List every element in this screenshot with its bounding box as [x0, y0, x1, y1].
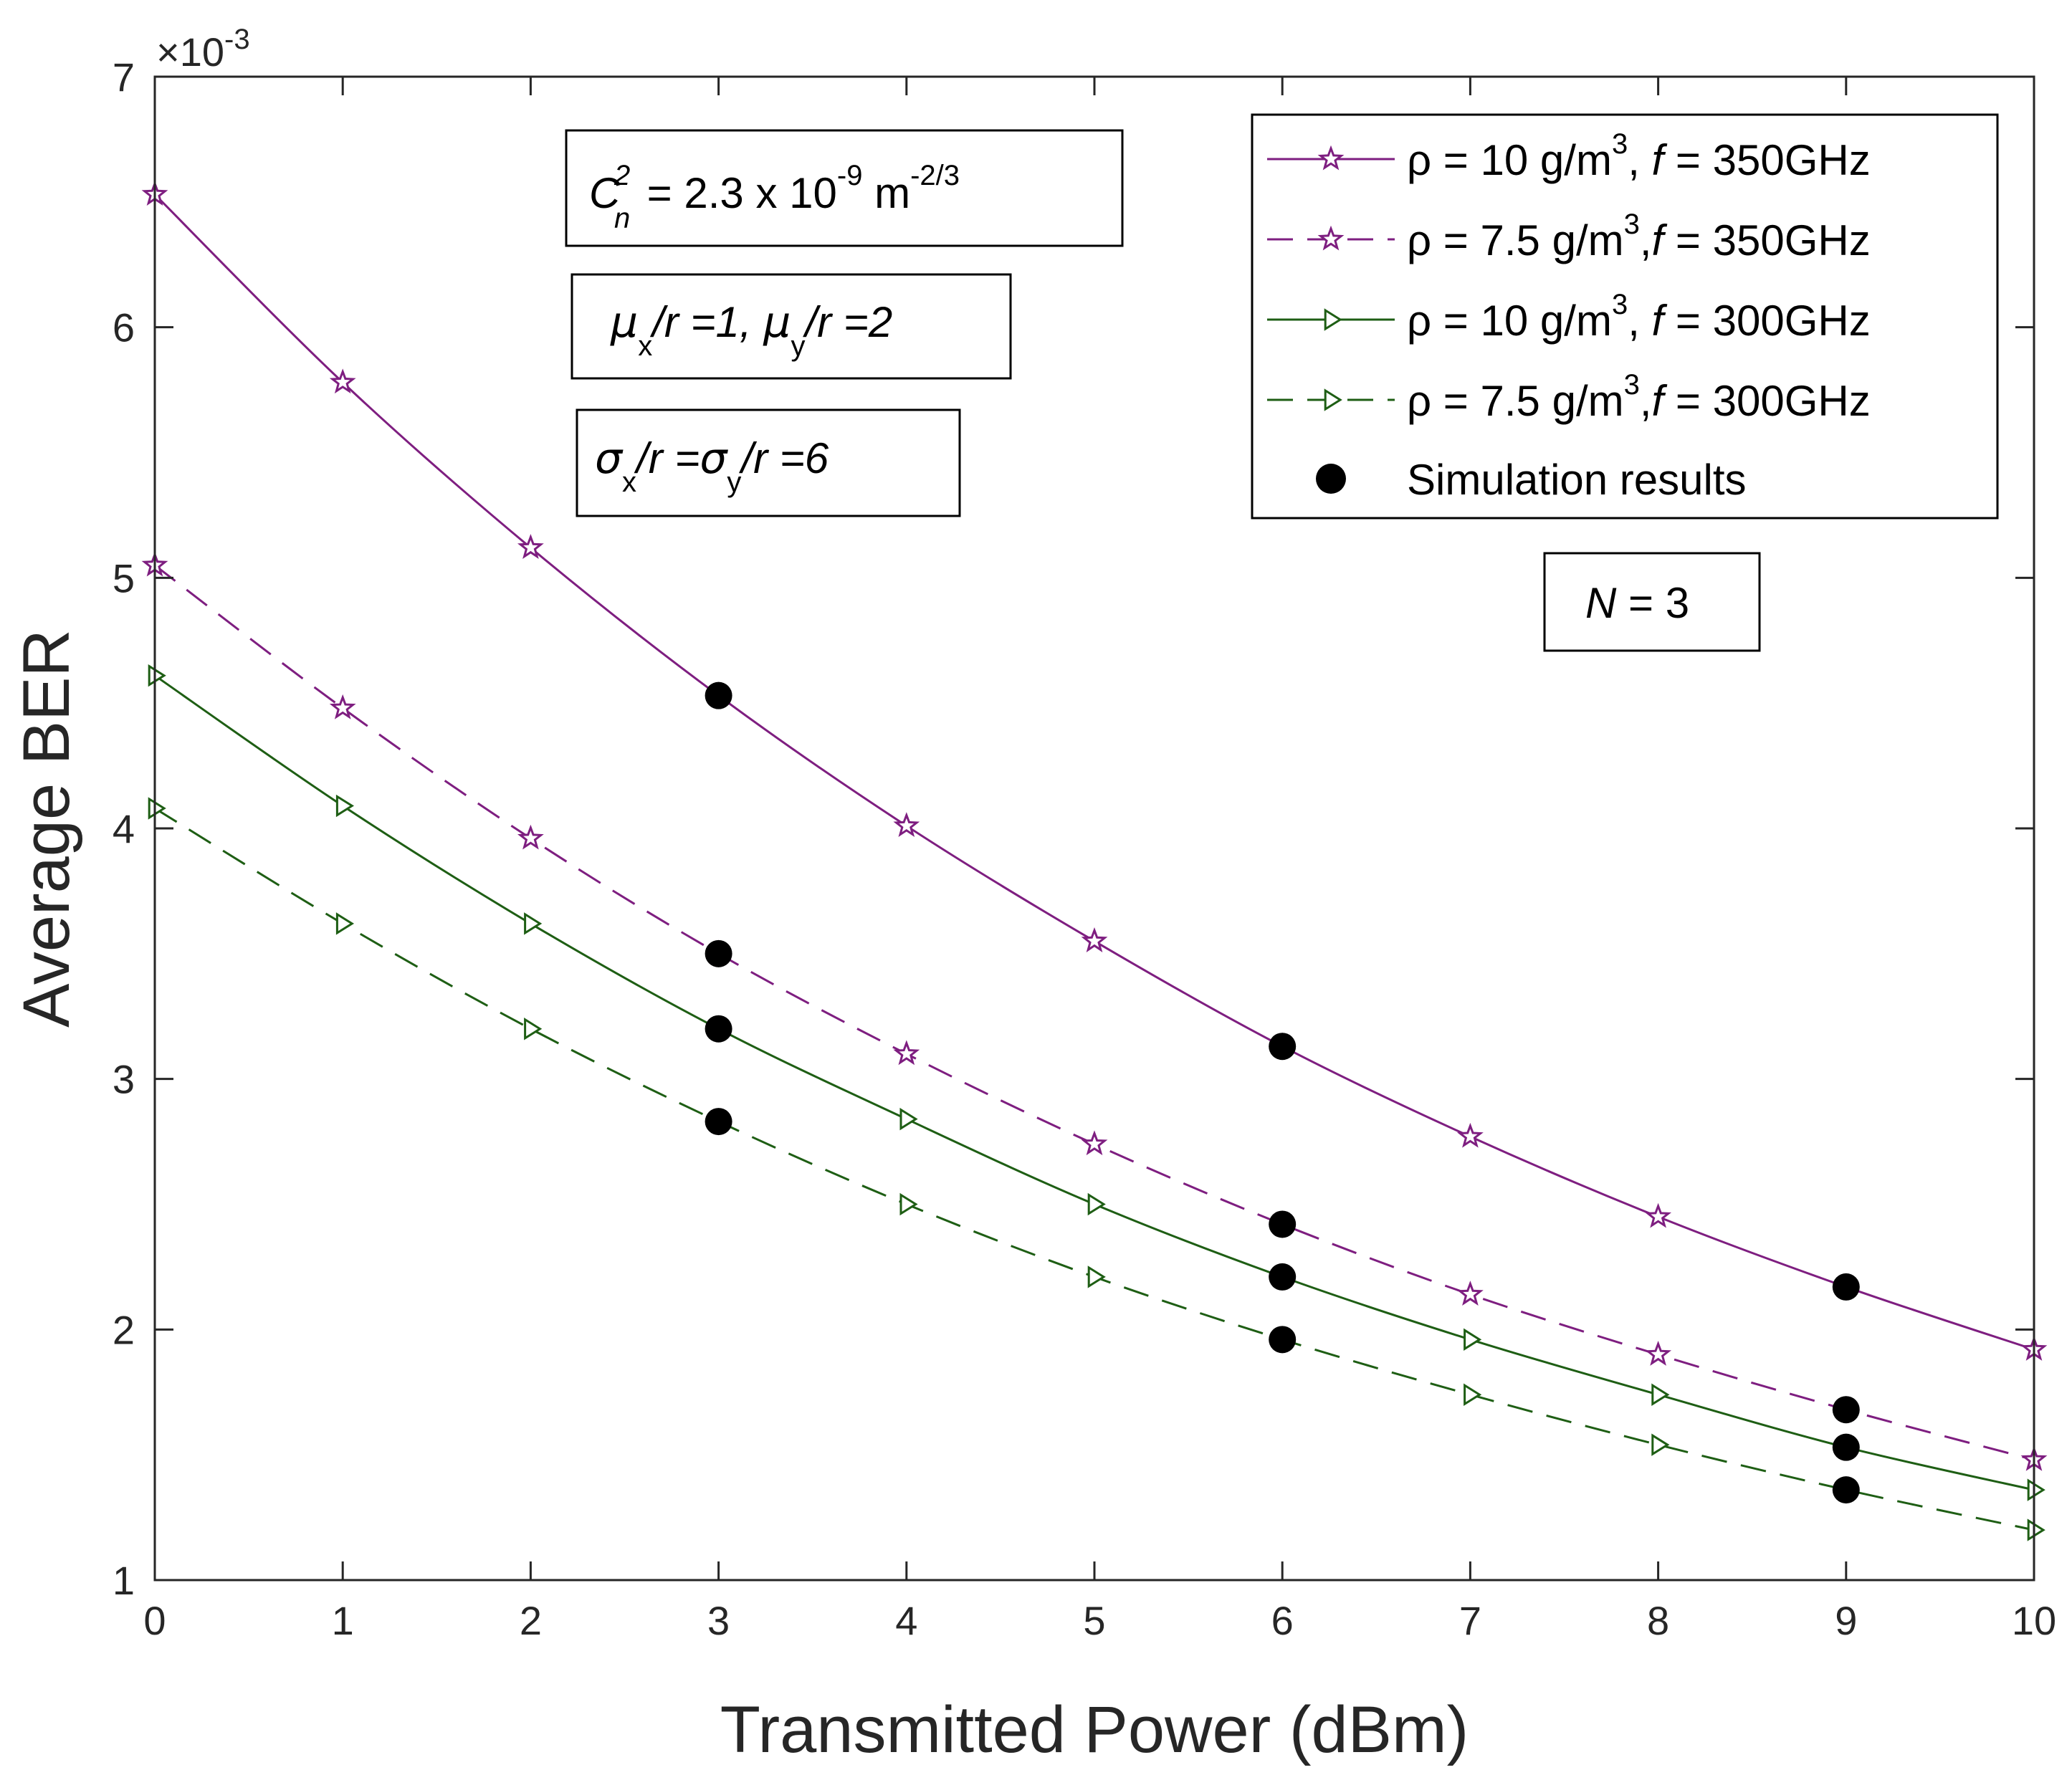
x-tick-label: 6: [1271, 1598, 1294, 1643]
legend-entry-simulation: Simulation results: [1316, 456, 1747, 504]
annotation-n-text: N = 3: [1585, 579, 1689, 627]
legend-label-3: ρ = 10 g/m3, f = 300GHz: [1407, 289, 1871, 345]
series-2-line: [154, 564, 2035, 1461]
y-tick-label: 4: [113, 806, 135, 851]
x-tick-label: 8: [1647, 1598, 1669, 1643]
simulation-point: [705, 681, 732, 709]
series-2-point: [1645, 1341, 1672, 1366]
series-1-point: [1081, 927, 1108, 952]
simulation-point: [1269, 1263, 1297, 1291]
legend-entry-1: ρ = 10 g/m3, f = 350GHz: [1267, 128, 1871, 184]
series-1-point: [1645, 1202, 1672, 1228]
series-3-point: [2027, 1478, 2045, 1501]
x-tick-label: 3: [707, 1598, 730, 1643]
series-3-point: [335, 794, 355, 818]
legend-marker-3: [1324, 308, 1342, 331]
series-2-point: [893, 1040, 920, 1066]
series-4-point: [524, 1018, 543, 1040]
simulation-point: [705, 939, 732, 967]
series-1-point: [1456, 1122, 1484, 1148]
legend-simulation-marker: [1316, 464, 1346, 494]
series-3-point: [148, 664, 166, 687]
y-tick-label: 3: [113, 1057, 135, 1102]
x-tick-label: 10: [2012, 1598, 2056, 1643]
legend-entry-2: ρ = 7.5 g/m3,f = 350GHz: [1267, 209, 1871, 264]
annotation-sigma-text: σx/r =σy/r =6: [595, 434, 829, 498]
simulation-point: [1269, 1210, 1297, 1238]
legend-label-4: ρ = 7.5 g/m3,f = 300GHz: [1407, 369, 1871, 425]
y-exponent-label: ×10-3: [156, 24, 250, 75]
series-2-point: [1081, 1130, 1108, 1156]
simulation-point: [1269, 1326, 1297, 1354]
series-1-point: [517, 534, 544, 559]
legend-marker-1: [1317, 145, 1345, 171]
legend-entry-4: ρ = 7.5 g/m3,f = 300GHz: [1267, 369, 1871, 425]
y-tick-label: 7: [113, 54, 135, 100]
simulation-point: [705, 1108, 732, 1136]
annotation-n-box: [1543, 552, 1761, 652]
simulation-layer: [705, 681, 1860, 1504]
x-tick-label: 2: [520, 1598, 542, 1643]
series-3-point: [1464, 1328, 1482, 1351]
series-3-point: [899, 1107, 918, 1131]
simulation-point: [1832, 1273, 1860, 1301]
legend-entries: ρ = 10 g/m3, f = 350GHz ρ = 7.5 g/m3,f = …: [1267, 128, 1871, 425]
annotation-mu: μx/r =1, μy/r =2: [570, 273, 1012, 380]
simulation-point: [1269, 1033, 1297, 1061]
annotation-sigma: σx/r =σy/r =6: [576, 408, 961, 517]
x-tick-label: 5: [1083, 1598, 1105, 1643]
x-tick-label: 4: [895, 1598, 917, 1643]
series-4-point: [1087, 1266, 1106, 1288]
legend-simulation-label: Simulation results: [1407, 456, 1747, 504]
y-axis-label: Average BER: [10, 629, 83, 1028]
x-tick-label: 0: [143, 1598, 166, 1643]
annotation-sigma-box: [576, 408, 961, 517]
legend: ρ = 10 g/m3, f = 350GHz ρ = 7.5 g/m3,f = …: [1251, 113, 1999, 520]
series-1-point: [329, 368, 356, 394]
annotation-cn2: C2 n = 2.3 x 10-9 m-2/3: [565, 129, 1124, 247]
series-3-line: [154, 674, 2035, 1491]
x-axis-label: Transmitted Power (dBm): [720, 1693, 1469, 1766]
legend-label-1: ρ = 10 g/m3, f = 350GHz: [1407, 128, 1871, 184]
legend-marker-2: [1317, 225, 1345, 251]
y-tick-label: 6: [113, 305, 135, 350]
series-1-line: [153, 193, 2035, 1351]
simulation-point: [1832, 1476, 1860, 1504]
simulation-point: [705, 1015, 732, 1043]
annotation-mu-text: μx/r =1, μy/r =2: [610, 297, 892, 362]
series-4-point: [335, 912, 355, 935]
legend-label-2: ρ = 7.5 g/m3,f = 350GHz: [1407, 209, 1871, 264]
annotation-mu-box: [570, 273, 1012, 380]
series-4-point: [148, 797, 166, 820]
series-2-point: [329, 694, 356, 719]
x-tick-label: 7: [1459, 1598, 1481, 1643]
simulation-point: [1832, 1433, 1860, 1461]
legend-entry-3: ρ = 10 g/m3, f = 300GHz: [1267, 289, 1871, 345]
series-3-point: [1087, 1192, 1106, 1216]
simulation-point: [1832, 1396, 1860, 1424]
series-4-point: [1651, 1433, 1670, 1456]
legend-marker-4: [1324, 388, 1342, 411]
series-2-point: [1456, 1281, 1484, 1306]
legend-box: [1251, 113, 1999, 520]
y-tick-label: 2: [113, 1307, 135, 1352]
x-tick-label: 1: [332, 1598, 354, 1643]
annotation-n: N = 3: [1543, 552, 1761, 652]
series-4-point: [899, 1192, 918, 1216]
annotation-cn2-text: C2 n = 2.3 x 10-9 m-2/3: [589, 160, 960, 234]
y-tick-label: 1: [113, 1558, 135, 1603]
x-tick-label: 9: [1835, 1598, 1857, 1643]
series-2-point: [517, 824, 544, 850]
series-3-point: [524, 912, 543, 935]
series-3-point: [1651, 1383, 1670, 1406]
annotation-cn2-box: [565, 129, 1124, 247]
series-4-point: [2027, 1518, 2045, 1541]
series-4-point: [1464, 1383, 1482, 1406]
y-tick-label: 5: [113, 555, 135, 601]
series-1-point: [893, 812, 920, 838]
